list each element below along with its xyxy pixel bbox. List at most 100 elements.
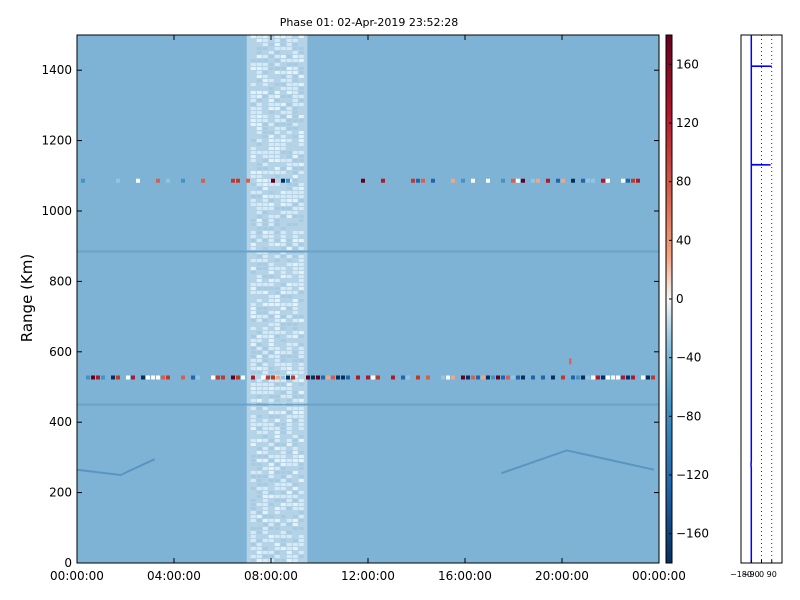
- band-speckle: [262, 311, 268, 314]
- band-speckle: [262, 435, 268, 438]
- band-speckle: [274, 523, 280, 526]
- band-speckle: [286, 407, 292, 410]
- band-speckle: [292, 487, 298, 490]
- band-speckle: [298, 383, 304, 386]
- band-speckle: [262, 319, 268, 322]
- band-speckle: [292, 415, 298, 418]
- band-speckle: [256, 127, 262, 130]
- band-speckle: [274, 215, 280, 218]
- band-speckle: [256, 559, 262, 562]
- band-speckle: [280, 287, 286, 290]
- band-speckle: [256, 119, 262, 122]
- band-speckle: [274, 551, 280, 554]
- band-speckle: [274, 383, 280, 386]
- band-speckle: [250, 99, 256, 102]
- band-speckle: [250, 387, 256, 390]
- profile-plot: −180−90 0 90: [730, 34, 783, 579]
- band-speckle: [256, 459, 262, 462]
- band-speckle: [292, 435, 298, 438]
- band-speckle: [250, 231, 256, 234]
- band-speckle: [268, 391, 274, 394]
- band-speckle: [280, 255, 286, 258]
- band-speckle: [286, 95, 292, 98]
- band-speckle: [280, 475, 286, 478]
- band-speckle: [280, 199, 286, 202]
- band-speckle: [298, 47, 304, 50]
- band-speckle: [274, 147, 280, 150]
- band-speckle: [268, 107, 274, 110]
- band-speckle: [280, 147, 286, 150]
- echo-cell: [636, 178, 640, 183]
- band-speckle: [250, 147, 256, 150]
- echo-cell: [421, 178, 425, 183]
- band-speckle: [256, 211, 262, 214]
- band-speckle: [256, 219, 262, 222]
- band-speckle: [292, 447, 298, 450]
- band-speckle: [268, 43, 274, 46]
- band-speckle: [280, 35, 286, 38]
- band-speckle: [262, 335, 268, 338]
- echo-cell: [586, 178, 590, 183]
- band-speckle: [268, 491, 274, 494]
- faint-row: [77, 250, 659, 253]
- band-speckle: [256, 339, 262, 342]
- band-speckle: [250, 35, 256, 38]
- y-tick-label: 1000: [41, 204, 72, 218]
- band-speckle: [286, 543, 292, 546]
- band-speckle: [292, 179, 298, 182]
- y-tick-label: 200: [49, 486, 72, 500]
- band-speckle: [250, 115, 256, 118]
- echo-cell: [606, 375, 610, 380]
- band-speckle: [268, 331, 274, 334]
- band-speckle: [262, 67, 268, 70]
- x-tick-label: 00:00:00: [50, 569, 104, 583]
- band-speckle: [256, 175, 262, 178]
- band-speckle: [256, 387, 262, 390]
- band-speckle: [292, 51, 298, 54]
- band-speckle: [280, 159, 286, 162]
- band-speckle: [262, 155, 268, 158]
- band-speckle: [298, 459, 304, 462]
- echo-cell: [511, 375, 515, 380]
- band-speckle: [274, 419, 280, 422]
- band-speckle: [298, 279, 304, 282]
- band-speckle: [268, 271, 274, 274]
- band-speckle: [274, 467, 280, 470]
- band-speckle: [256, 451, 262, 454]
- band-speckle: [286, 239, 292, 242]
- echo-cell: [631, 375, 635, 380]
- band-speckle: [298, 71, 304, 74]
- band-speckle: [256, 471, 262, 474]
- band-speckle: [286, 259, 292, 262]
- band-speckle: [280, 231, 286, 234]
- band-speckle: [298, 59, 304, 62]
- band-speckle: [280, 315, 286, 318]
- echo-cell: [321, 375, 325, 380]
- band-speckle: [262, 35, 268, 38]
- band-speckle: [298, 119, 304, 122]
- band-speckle: [286, 159, 292, 162]
- echo-cell: [496, 375, 500, 380]
- band-speckle: [274, 219, 280, 222]
- band-speckle: [262, 291, 268, 294]
- echo-cell: [156, 375, 160, 380]
- band-speckle: [286, 379, 292, 382]
- band-speckle: [292, 355, 298, 358]
- band-speckle: [280, 55, 286, 58]
- echo-cell: [181, 178, 185, 183]
- band-speckle: [256, 475, 262, 478]
- band-speckle: [274, 47, 280, 50]
- band-speckle: [286, 103, 292, 106]
- band-speckle: [286, 215, 292, 218]
- band-speckle: [298, 411, 304, 414]
- band-speckle: [250, 363, 256, 366]
- band-speckle: [262, 235, 268, 238]
- band-speckle: [262, 39, 268, 42]
- band-speckle: [250, 439, 256, 442]
- band-speckle: [268, 171, 274, 174]
- echo-cell: [601, 178, 605, 183]
- echo-cell: [511, 178, 515, 183]
- band-speckle: [292, 119, 298, 122]
- band-speckle: [268, 91, 274, 94]
- band-speckle: [280, 239, 286, 242]
